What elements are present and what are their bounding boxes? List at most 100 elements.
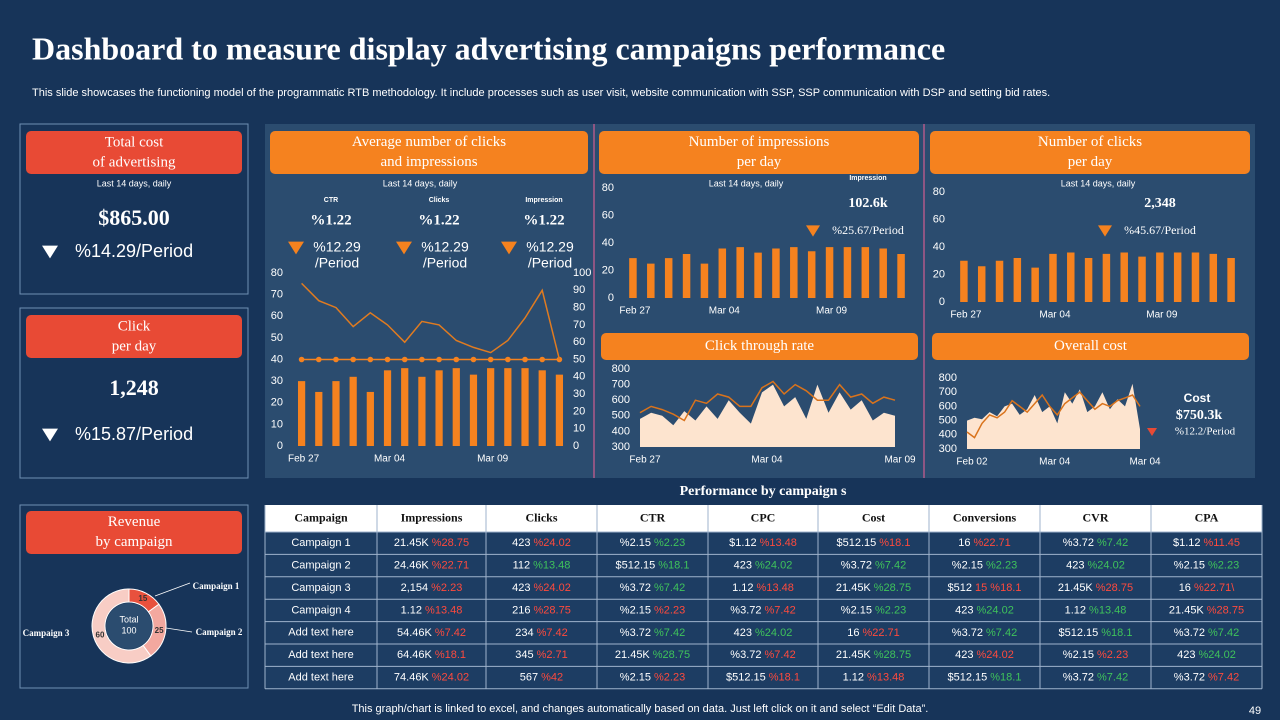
cell-value: $512.15 — [837, 537, 877, 549]
y-tick-label: 60 — [271, 310, 283, 322]
line-marker — [367, 356, 374, 363]
table-cell: Campaign 2 — [291, 560, 350, 572]
kpi-change: %15.87/Period — [75, 424, 193, 444]
y-tick-label: 10 — [271, 418, 283, 430]
bar — [879, 248, 887, 298]
cell-value: %3.72 — [1063, 672, 1094, 684]
cell-change: %28.75 — [1096, 582, 1133, 594]
line-marker — [298, 356, 305, 363]
cell-change: %2.71 — [537, 649, 568, 661]
line-marker — [436, 356, 442, 363]
donut-hole — [106, 603, 152, 649]
metric-value: %1.22 — [418, 212, 459, 228]
table-cell: %3.72 %7.42 — [1174, 627, 1239, 639]
down-triangle — [288, 241, 304, 255]
annotation-change: %25.67/Period — [832, 223, 904, 237]
chart-title: Overall cost — [1054, 338, 1128, 354]
donut-center-label: Total — [119, 614, 138, 624]
cell-value: $512 — [948, 582, 972, 594]
table-cell: %2.15 %2.23 — [620, 672, 685, 684]
chart-title: Average number of clicks — [352, 134, 506, 150]
annotation-value: 2,348 — [1144, 196, 1176, 211]
cell-value: 423 — [512, 582, 530, 594]
cell-change: %24.02 — [1088, 560, 1125, 572]
table-cell: $1.12 %13.48 — [729, 537, 797, 549]
y2-tick-label: 90 — [573, 284, 585, 296]
x-tick-label: Feb 27 — [619, 306, 651, 317]
column-header: Cost — [862, 510, 885, 524]
bar — [629, 258, 637, 298]
column-header: CTR — [640, 510, 666, 524]
bar — [843, 247, 852, 298]
donut-slice — [91, 588, 152, 664]
annotation-label: Cost — [1184, 391, 1211, 405]
y-tick-label: 600 — [939, 400, 957, 412]
cell-value: 423 — [955, 649, 973, 661]
bar — [1156, 252, 1164, 302]
kpi-header — [26, 131, 242, 174]
x-tick-label: Mar 09 — [884, 455, 916, 466]
metric-name: Clicks — [429, 197, 450, 204]
kpi-change: %14.29/Period — [75, 241, 193, 261]
bar — [1084, 258, 1093, 302]
cell-change: %7.42 — [1208, 672, 1239, 684]
bar — [366, 391, 374, 446]
cell-change: %22.71\ — [1194, 582, 1235, 594]
bar — [1013, 258, 1022, 302]
bar — [1031, 267, 1039, 302]
y-tick-label: 0 — [939, 296, 945, 308]
table-cell: 1.12 %13.48 — [732, 582, 794, 594]
bar — [736, 247, 744, 298]
cell-value: 1.12 — [843, 672, 864, 684]
y2-tick-label: 0 — [573, 440, 579, 452]
bar — [521, 368, 529, 446]
chart-note: Last 14 days, daily — [383, 178, 458, 188]
down-triangle — [806, 225, 820, 237]
cell-value: 21.45K — [1058, 582, 1094, 594]
cell-value: %2.15 — [1174, 560, 1205, 572]
cell-value: 16 — [847, 627, 859, 639]
table-cell: 54.46K %7.42 — [397, 627, 466, 639]
y-tick-label: 300 — [612, 441, 630, 453]
bar — [1067, 252, 1075, 302]
table-cell: Campaign 1 — [291, 537, 350, 549]
y2-tick-label: 60 — [573, 336, 585, 348]
subtitle: This slide showcases the functioning mod… — [32, 87, 1050, 99]
cell-value: 21.45K — [394, 537, 430, 549]
cell-value: 2,154 — [401, 582, 429, 594]
y-tick-label: 30 — [271, 375, 283, 387]
x-tick-label: Mar 04 — [1039, 457, 1071, 468]
table-cell: 345 %2.71 — [515, 649, 568, 661]
cell-value: %3.72 — [620, 627, 651, 639]
cell-change: %24.02 — [977, 604, 1014, 616]
cell-change: %18.1 — [769, 672, 800, 684]
table-cell: 423 %24.02 — [734, 560, 793, 572]
table-cell: %3.72 %7.42 — [1063, 672, 1128, 684]
leader-line — [154, 582, 191, 597]
cell-change: %7.42 — [654, 582, 685, 594]
line — [639, 380, 896, 422]
table-cell: 21.45K %28.75 — [836, 649, 911, 661]
bar — [418, 376, 426, 446]
cell-value: 21.45K — [615, 649, 651, 661]
line — [301, 282, 561, 360]
table-cell: 1.12 %13.48 — [1065, 604, 1127, 616]
y-tick-label: 40 — [271, 353, 283, 365]
cell-change: %24.02 — [977, 649, 1014, 661]
metric-name: CTR — [324, 197, 338, 204]
x-tick-label: Mar 04 — [751, 455, 783, 466]
table-cell: 423 %24.02 — [1066, 560, 1125, 572]
line-marker — [505, 356, 511, 363]
down-triangle — [42, 428, 58, 442]
bar — [401, 368, 409, 446]
cell-value: 64.46K — [397, 649, 433, 661]
bar — [504, 368, 512, 446]
annotation-value: $750.3k — [1176, 408, 1223, 423]
table-cell: 21.45K %28.75 — [394, 537, 469, 549]
kpi-value: $865.00 — [98, 205, 170, 230]
cell-change: %18.1 — [435, 649, 466, 661]
cell-change: %13.48 — [533, 560, 570, 572]
cell-change: %13.48 — [425, 604, 462, 616]
table-cell: 112 %13.48 — [513, 560, 571, 572]
table-cell: %3.72 %7.42 — [952, 627, 1017, 639]
